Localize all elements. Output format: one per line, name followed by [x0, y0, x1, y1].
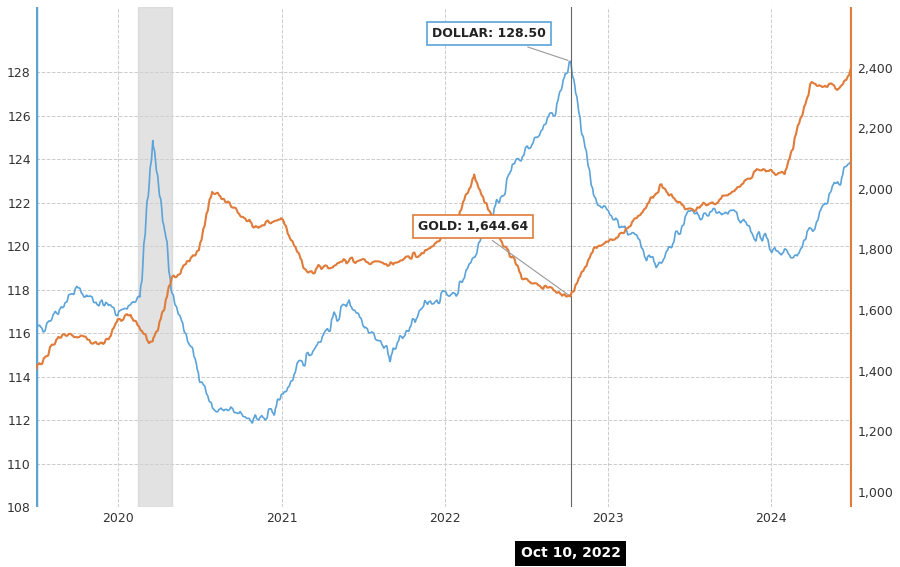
Text: DOLLAR: 128.50: DOLLAR: 128.50 [432, 27, 568, 61]
Text: Oct 10, 2022: Oct 10, 2022 [521, 546, 621, 560]
Text: GOLD: 1,644.64: GOLD: 1,644.64 [418, 220, 569, 295]
Bar [138, 7, 172, 507]
